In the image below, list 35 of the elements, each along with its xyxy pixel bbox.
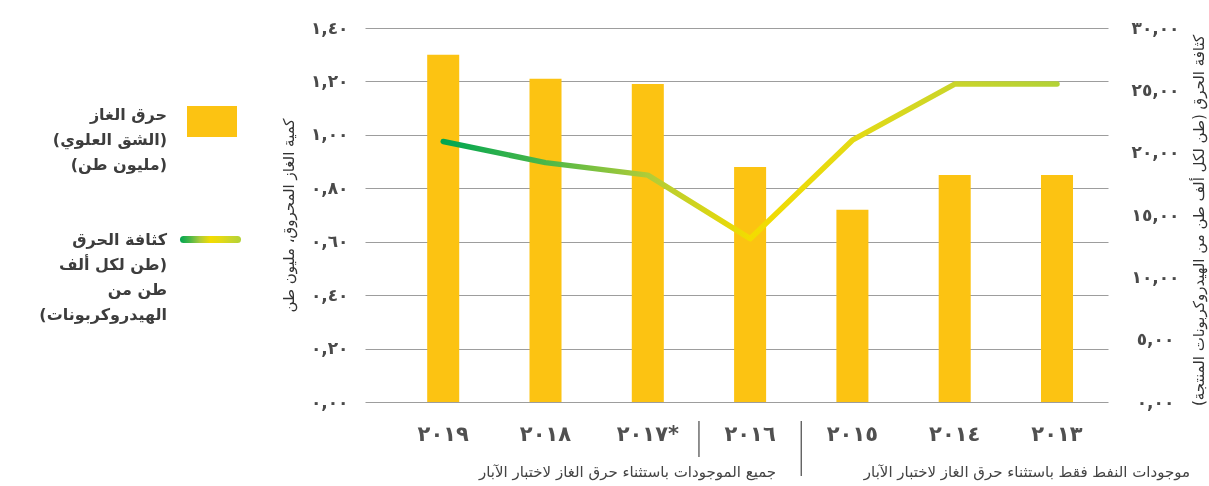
x-tick-label: ٢٠١٤ [929, 421, 981, 446]
bar [734, 166, 767, 402]
y-tick-label: ٠,٨٠ [310, 177, 349, 198]
y2-tick-label: ٣٠,٠٠ [1131, 17, 1180, 38]
y-tick-label: ١,٠٠ [310, 124, 349, 145]
y-tick-label: ٠,٦٠ [310, 231, 349, 252]
x-tick-label: ٢٠١٩ [417, 421, 470, 446]
legend-label: كثافة الحرق (طن لكل ألف طن من الهيدروكربونات) [39, 229, 167, 326]
text: موجودات النفط فقط باستثناء حرق الغاز لاختبار الآبار [862, 463, 1190, 481]
y2-tick-label: ٢٠,٠٠ [1131, 142, 1180, 163]
y2-tick-label: ٢٥,٠٠ [1131, 79, 1180, 100]
bar [836, 209, 869, 402]
x-tick-label: ٢٠١٦ [724, 421, 776, 446]
y-tick-label: ٠,٠٠ [310, 391, 349, 412]
y2-tick-label: ٠,٠٠ [1136, 391, 1175, 412]
bar [529, 78, 562, 402]
y-tick-label: ١,٤٠ [310, 17, 349, 38]
y-axis-title: كمية الغاز المحروق، مليون طن [279, 117, 298, 313]
x-tick-label: ٢٠١٨ [519, 421, 572, 446]
x-tick-label: ٢٠١٧* [616, 421, 679, 446]
bar [427, 54, 460, 402]
bar [1040, 174, 1074, 402]
y-tick-label: ٠,٤٠ [310, 284, 349, 305]
x-tick-label: ٢٠١٥ [826, 421, 879, 446]
y2-tick-label: ٥,٠٠ [1136, 329, 1175, 350]
y-tick-label: ٠,٢٠ [310, 338, 349, 359]
y2-tick-label: ١٠,٠٠ [1131, 266, 1180, 287]
text: جميع الموجودات باستثناء حرق الغاز لاختبار الآبار [478, 463, 777, 481]
bar [938, 174, 971, 402]
bar [631, 84, 664, 402]
legend-label: حرق الغاز (الشق العلوي) (مليون طن) [52, 104, 167, 176]
y2-axis-title: كثافة الحرق (طن لكل ألف طن من الهيدروكربونات المنتجة) [1188, 34, 1208, 407]
y-tick-label: ١,٢٠ [310, 70, 349, 91]
y2-tick-label: ١٥,٠٠ [1131, 204, 1180, 225]
x-tick-label: ٢٠١٣ [1031, 421, 1083, 446]
